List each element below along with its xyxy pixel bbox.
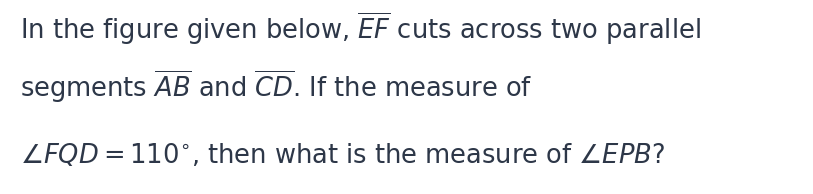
Text: $\angle\mathit{FQD} = 110^{\circ}$, then what is the measure of $\angle\mathit{E: $\angle\mathit{FQD} = 110^{\circ}$, then… xyxy=(20,142,666,169)
Text: segments $\overline{\mathit{AB}}$ and $\overline{\mathit{CD}}$. If the measure o: segments $\overline{\mathit{AB}}$ and $\… xyxy=(20,69,533,105)
Text: In the figure given below, $\overline{\mathit{EF}}$ cuts across two parallel: In the figure given below, $\overline{\m… xyxy=(20,10,701,47)
